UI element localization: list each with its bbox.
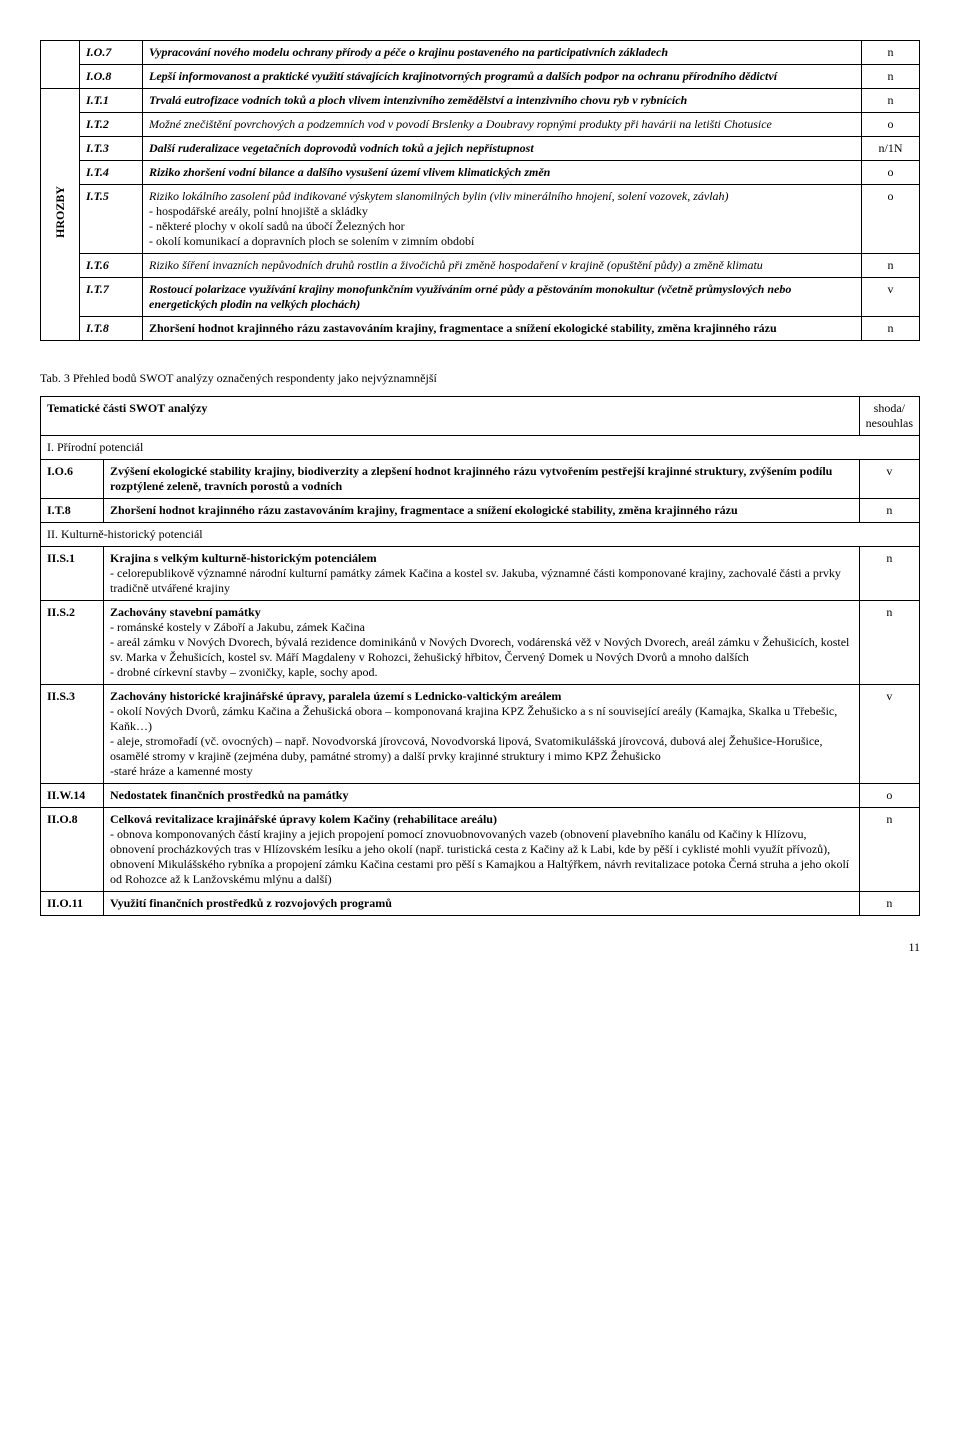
row-desc: Vypracování nového modelu ochrany přírod…	[143, 41, 862, 65]
row-code: I.T.4	[80, 161, 143, 185]
row-code: II.O.11	[41, 892, 104, 916]
row-val: o	[859, 784, 919, 808]
row-desc: Riziko zhoršení vodní bilance a dalšího …	[143, 161, 862, 185]
row-code: I.O.8	[80, 65, 143, 89]
swot-table-1: I.O.7Vypracování nového modelu ochrany p…	[40, 40, 920, 341]
table1-spacer	[41, 41, 80, 89]
row-desc: Rostoucí polarizace využívání krajiny mo…	[143, 278, 862, 317]
row-desc: Trvalá eutrofizace vodních toků a ploch …	[143, 89, 862, 113]
page-number: 11	[40, 940, 920, 955]
row-code: I.T.6	[80, 254, 143, 278]
row-val: n	[862, 65, 920, 89]
row-val: n	[859, 601, 919, 685]
row-code: I.O.6	[41, 460, 104, 499]
row-val: n	[859, 892, 919, 916]
row-desc: Možné znečištění povrchových a podzemníc…	[143, 113, 862, 137]
row-desc: Zachovány historické krajinářské úpravy,…	[104, 685, 860, 784]
section-title: I. Přírodní potenciál	[41, 436, 920, 460]
row-desc: Lepší informovanost a praktické využití …	[143, 65, 862, 89]
row-code: II.W.14	[41, 784, 104, 808]
row-val: n	[859, 499, 919, 523]
row-desc: Zvýšení ekologické stability krajiny, bi…	[104, 460, 860, 499]
row-code: I.T.5	[80, 185, 143, 254]
row-code: II.S.3	[41, 685, 104, 784]
row-code: I.T.2	[80, 113, 143, 137]
row-desc: Nedostatek finančních prostředků na pamá…	[104, 784, 860, 808]
row-desc: Zhoršení hodnot krajinného rázu zastavov…	[143, 317, 862, 341]
row-val: n	[862, 89, 920, 113]
row-val: o	[862, 161, 920, 185]
row-desc: Riziko šíření invazních nepůvodních druh…	[143, 254, 862, 278]
row-desc: Riziko lokálního zasolení půd indikované…	[143, 185, 862, 254]
row-code: I.O.7	[80, 41, 143, 65]
row-code: I.T.1	[80, 89, 143, 113]
row-desc: Zhoršení hodnot krajinného rázu zastavov…	[104, 499, 860, 523]
row-val: o	[862, 185, 920, 254]
row-val: v	[859, 460, 919, 499]
row-code: II.O.8	[41, 808, 104, 892]
table3-caption: Tab. 3 Přehled bodů SWOT analýzy označen…	[40, 371, 920, 386]
row-desc: Krajina s velkým kulturně-historickým po…	[104, 547, 860, 601]
row-code: I.T.3	[80, 137, 143, 161]
row-val: n/1N	[862, 137, 920, 161]
row-val: o	[862, 113, 920, 137]
row-val: n	[862, 317, 920, 341]
row-code: I.T.7	[80, 278, 143, 317]
row-val: n	[862, 254, 920, 278]
row-desc: Zachovány stavební památky- románské kos…	[104, 601, 860, 685]
row-val: v	[859, 685, 919, 784]
row-code: I.T.8	[41, 499, 104, 523]
row-val: v	[862, 278, 920, 317]
row-code: I.T.8	[80, 317, 143, 341]
row-code: II.S.1	[41, 547, 104, 601]
row-val: n	[862, 41, 920, 65]
row-code: II.S.2	[41, 601, 104, 685]
row-desc: Celková revitalizace krajinářské úpravy …	[104, 808, 860, 892]
section-title: II. Kulturně-historický potenciál	[41, 523, 920, 547]
row-desc: Využití finančních prostředků z rozvojov…	[104, 892, 860, 916]
table2-header-right: shoda/nesouhlas	[859, 397, 919, 436]
swot-table-2: Tematické části SWOT analýzyshoda/nesouh…	[40, 396, 920, 916]
table2-header-left: Tematické části SWOT analýzy	[41, 397, 860, 436]
row-desc: Další ruderalizace vegetačních doprovodů…	[143, 137, 862, 161]
row-val: n	[859, 547, 919, 601]
row-val: n	[859, 808, 919, 892]
hrozby-label: HROZBY	[41, 89, 80, 341]
